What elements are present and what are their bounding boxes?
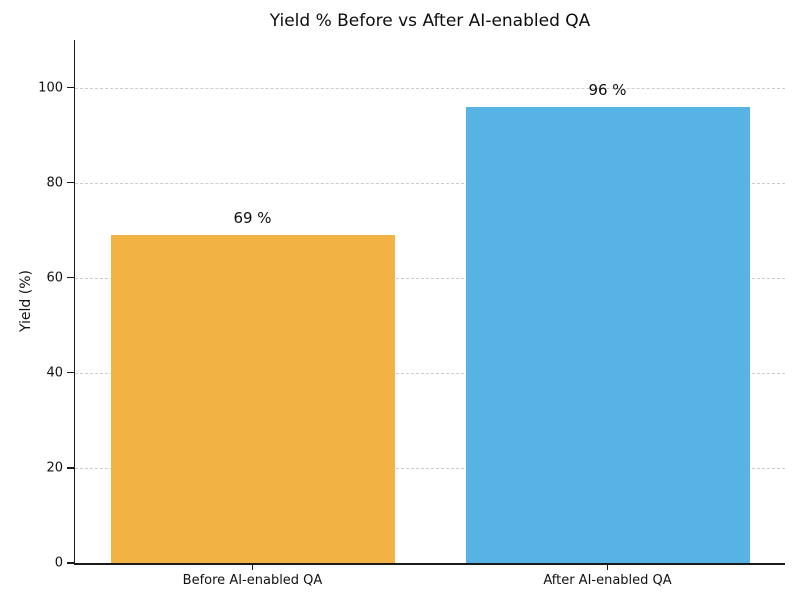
- y-tick-label: 0: [54, 555, 63, 571]
- y-axis-spine: [73, 40, 75, 564]
- x-tick-mark: [606, 563, 609, 570]
- chart-title: Yield % Before vs After AI-enabled QA: [269, 11, 591, 31]
- gridline: [75, 372, 785, 374]
- bar-value-label: 69 %: [233, 208, 272, 227]
- gridline: [75, 277, 785, 279]
- y-tick-mark: [67, 181, 74, 184]
- y-tick-mark: [67, 372, 74, 374]
- plot-area: 69 % 96 % 0 20 40 60 80 100 Before AI-enabled Q…: [38, 40, 785, 588]
- gridline: [75, 87, 785, 89]
- x-tick-mark: [251, 563, 254, 570]
- y-tick-label: 80: [46, 175, 63, 191]
- bar-2: [465, 106, 750, 563]
- bar-value-label: 96 %: [588, 80, 627, 99]
- y-tick-mark: [67, 277, 74, 279]
- x-tick-label: After AI-enabled QA: [543, 573, 672, 588]
- y-tick-label: 20: [46, 460, 63, 476]
- gridline: [75, 182, 785, 184]
- y-tick-mark: [67, 562, 74, 564]
- gridline: [75, 467, 785, 469]
- x-tick-label: Before AI-enabled QA: [182, 573, 323, 588]
- bar-1: [110, 234, 395, 563]
- y-tick-mark: [67, 86, 74, 89]
- y-tick-label: 100: [38, 80, 63, 96]
- y-tick-label: 60: [46, 270, 63, 286]
- y-tick-label: 40: [46, 365, 63, 381]
- x-axis-spine: [73, 563, 785, 565]
- y-tick-mark: [67, 467, 74, 469]
- y-axis-label: Yield (%): [18, 269, 34, 333]
